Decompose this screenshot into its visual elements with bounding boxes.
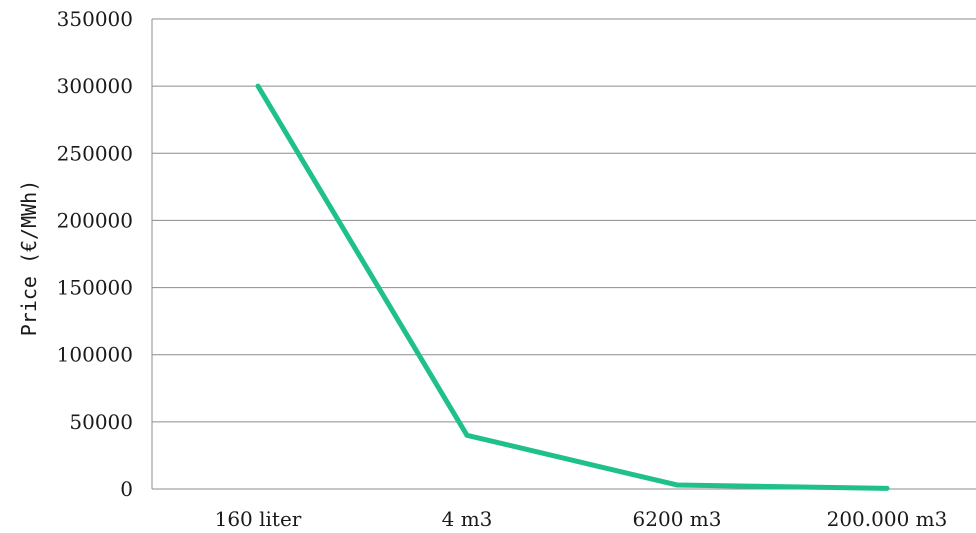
data-point [884, 485, 890, 491]
y-tick-label: 50000 [69, 410, 133, 434]
y-tick-label: 300000 [57, 74, 133, 98]
y-tick-label: 0 [120, 477, 133, 501]
y-tick-label: 250000 [57, 141, 133, 165]
y-tick-label: 350000 [57, 7, 133, 31]
x-tick-label: 160 liter [215, 507, 302, 531]
x-tick-label: 4 m3 [442, 507, 493, 531]
series-line [255, 84, 888, 491]
x-tick-labels: 160 liter 4 m3 6200 m3 200.000 m3 [215, 507, 948, 531]
gridlines [152, 18, 976, 423]
axes [151, 19, 976, 490]
y-axis-title: Price (€/MWh) [17, 180, 41, 337]
y-tick-label: 200000 [57, 208, 133, 232]
x-tick-label: 6200 m3 [633, 507, 722, 531]
y-tick-label: 100000 [57, 343, 133, 367]
y-tick-label: 150000 [57, 276, 133, 300]
data-point [464, 432, 470, 438]
x-tick-label: 200.000 m3 [827, 507, 948, 531]
y-tick-labels: 0 50000 100000 150000 200000 250000 300000 3500… [57, 7, 133, 501]
data-point [674, 482, 680, 488]
data-series [255, 83, 890, 491]
data-point [255, 83, 261, 89]
